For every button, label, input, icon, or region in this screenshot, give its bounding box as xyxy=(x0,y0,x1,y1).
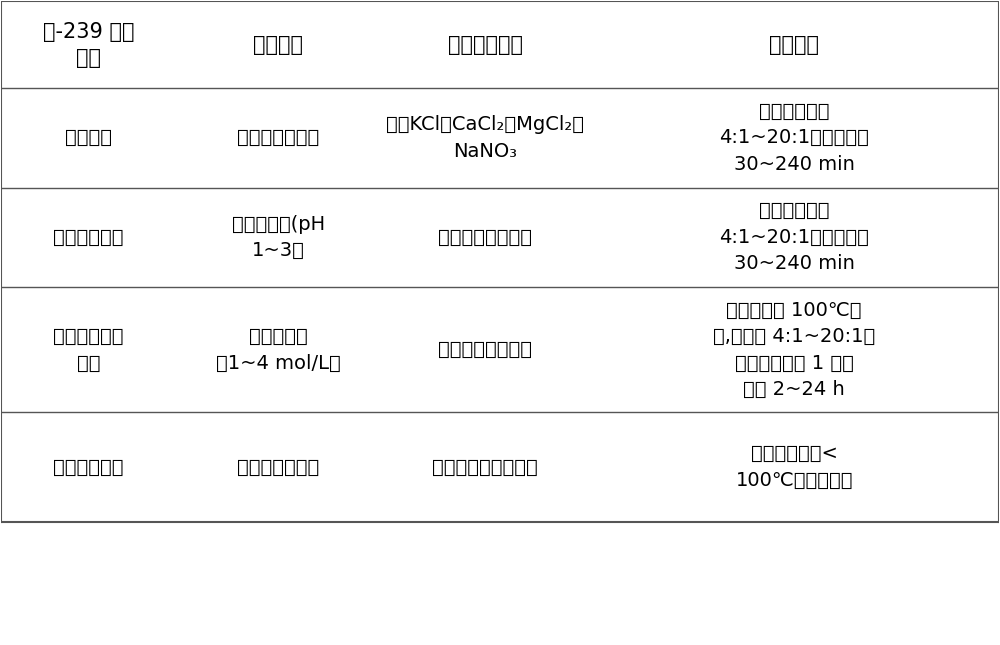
Text: 盐酸、硫酸、硝酸: 盐酸、硫酸、硝酸 xyxy=(438,228,532,247)
Text: 氧化性酸溶液，: 氧化性酸溶液， xyxy=(237,457,319,477)
Text: 有机物结合态: 有机物结合态 xyxy=(53,457,124,477)
Text: 无机酸溶液
（1~4 mol/L）: 无机酸溶液 （1~4 mol/L） xyxy=(216,327,340,373)
Text: 常温，液固比
4:1~20:1，搅拌淋洗
30~240 min: 常温，液固比 4:1~20:1，搅拌淋洗 30~240 min xyxy=(719,201,869,273)
Text: 钚-239 结合
形态: 钚-239 结合 形态 xyxy=(43,21,134,68)
Text: 操作条件: 操作条件 xyxy=(769,35,819,55)
Text: 盐酸、硫酸、硝酸: 盐酸、硫酸、硝酸 xyxy=(438,341,532,359)
Text: 试剂类型: 试剂类型 xyxy=(253,35,303,55)
Text: 水、中性盐溶液: 水、中性盐溶液 xyxy=(237,128,319,147)
Text: 无机酸溶液(pH
1~3）: 无机酸溶液(pH 1~3） xyxy=(232,215,325,260)
Text: 用硝酸、盐酸、硫酸: 用硝酸、盐酸、硫酸 xyxy=(432,457,538,477)
Text: 可交换态: 可交换态 xyxy=(65,128,112,147)
Text: 碳酸盐结合态: 碳酸盐结合态 xyxy=(53,228,124,247)
Text: 常温或加热（<
100℃），液固比: 常温或加热（< 100℃），液固比 xyxy=(735,444,853,490)
Text: 常温或低于 100℃加
热,液固比 4:1~20:1，
搅拌淋洗至少 1 遍，
每遍 2~24 h: 常温或低于 100℃加 热,液固比 4:1~20:1， 搅拌淋洗至少 1 遍， … xyxy=(713,301,875,399)
Text: 具体淋洗试剂: 具体淋洗试剂 xyxy=(448,35,523,55)
Text: 水、KCl、CaCl₂、MgCl₂、
NaNO₃: 水、KCl、CaCl₂、MgCl₂、 NaNO₃ xyxy=(386,115,584,161)
Text: 常温，液固比
4:1~20:1，搅拌淋洗
30~240 min: 常温，液固比 4:1~20:1，搅拌淋洗 30~240 min xyxy=(719,102,869,174)
Text: 铁锰氧化物结
合态: 铁锰氧化物结 合态 xyxy=(53,327,124,373)
